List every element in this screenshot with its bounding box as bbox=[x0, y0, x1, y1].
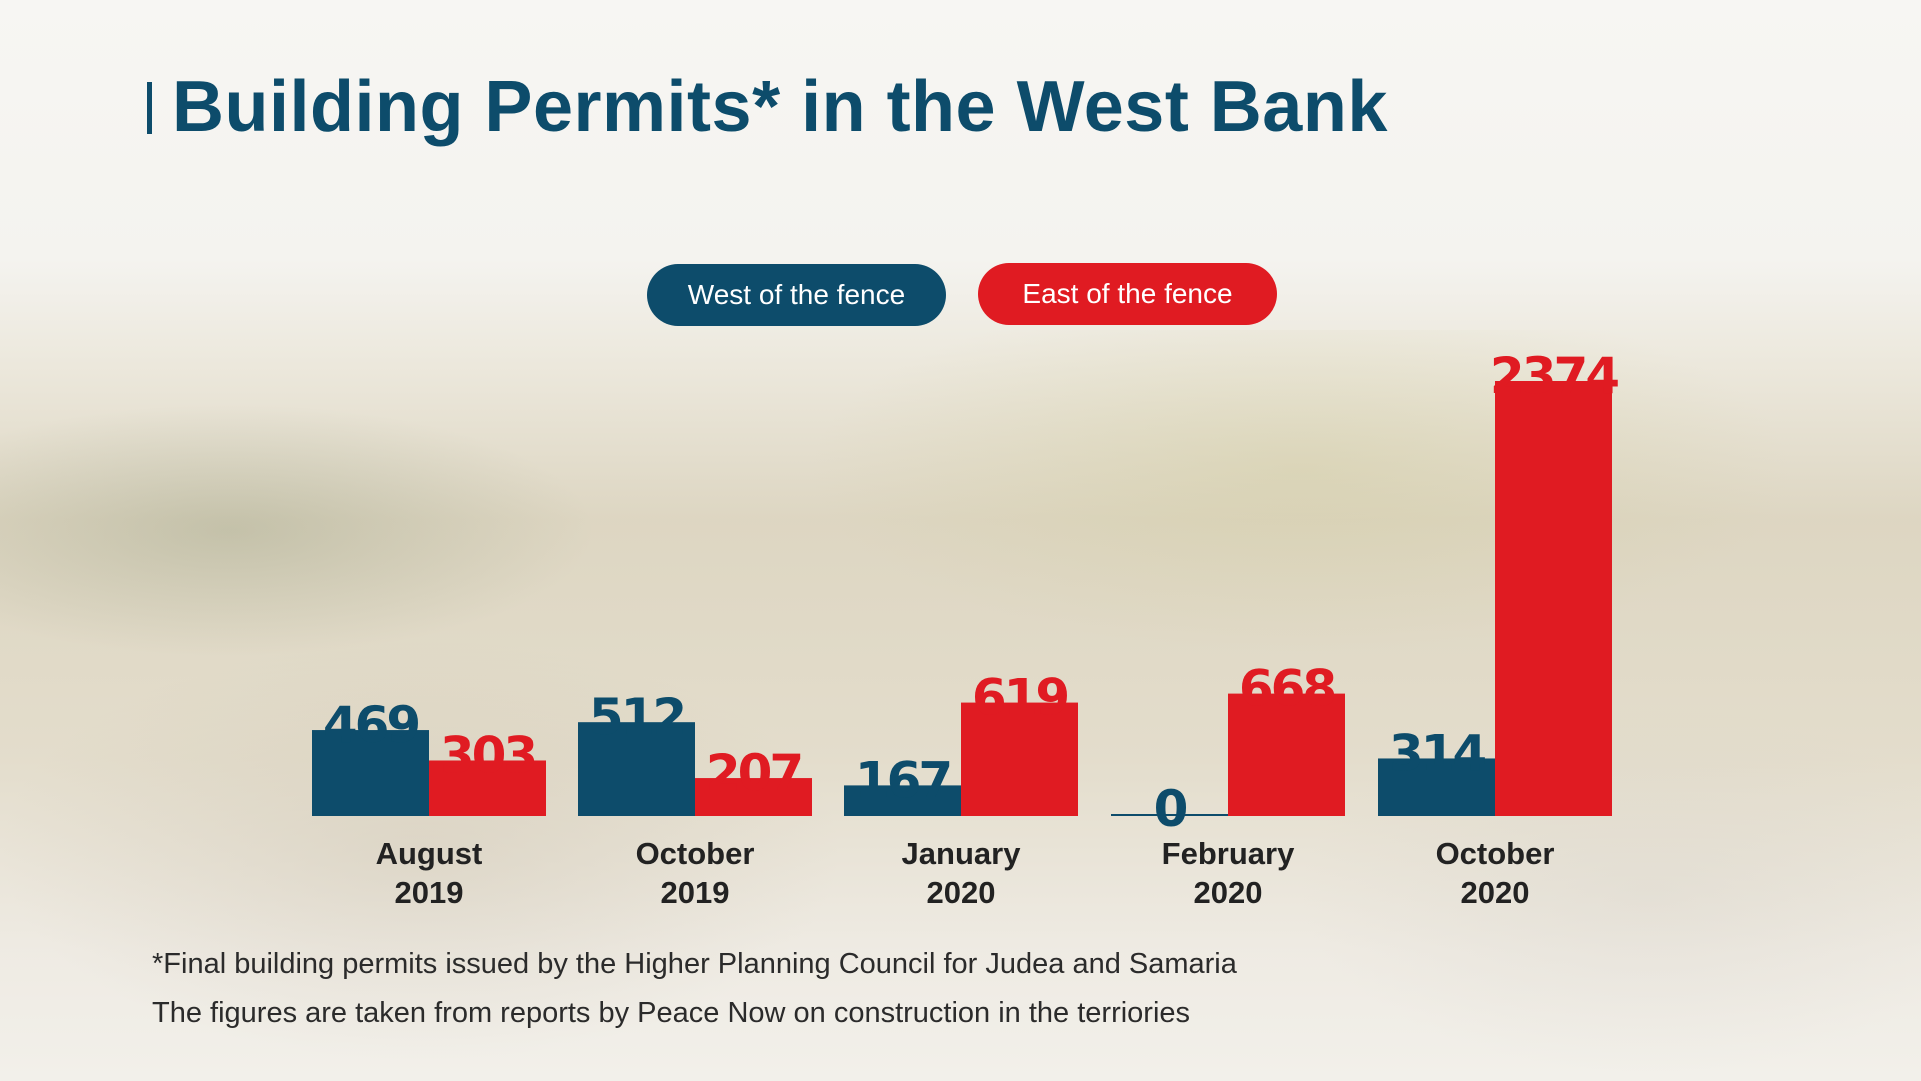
value-label-west-0: 469 bbox=[323, 696, 419, 754]
value-label-east-1: 207 bbox=[706, 744, 801, 802]
bar-west-1 bbox=[578, 722, 695, 816]
bar-west-2 bbox=[844, 785, 961, 816]
page-title: Building Permits* in the West Bank bbox=[172, 67, 1388, 147]
category-label-1-line-1: 2019 bbox=[661, 875, 730, 910]
footnote-source: The figures are taken from reports by Pe… bbox=[152, 997, 1191, 1029]
bar-east-4 bbox=[1495, 381, 1612, 816]
legend-west-of-fence: West of the fence bbox=[647, 264, 946, 326]
category-label-0-line-0: August bbox=[376, 836, 483, 871]
title-accent-bar bbox=[147, 82, 152, 134]
value-label-east-2: 619 bbox=[972, 669, 1068, 727]
value-label-west-4: 314 bbox=[1389, 724, 1486, 782]
value-label-east-3: 668 bbox=[1239, 660, 1335, 718]
bar-east-1 bbox=[695, 778, 812, 816]
legend-east-of-fence: East of the fence bbox=[978, 263, 1277, 325]
bar-west-4 bbox=[1378, 758, 1495, 816]
value-label-west-1: 512 bbox=[589, 688, 684, 746]
footnote-definition: *Final building permits issued by the Hi… bbox=[152, 948, 1237, 980]
category-label-4-line-1: 2020 bbox=[1461, 875, 1530, 910]
category-label-3-line-1: 2020 bbox=[1194, 875, 1263, 910]
category-label-2-line-1: 2020 bbox=[927, 875, 996, 910]
category-label-1-line-0: October bbox=[636, 836, 755, 871]
value-label-west-2: 167 bbox=[855, 751, 950, 809]
bar-east-2 bbox=[961, 702, 1078, 816]
value-label-east-0: 303 bbox=[440, 726, 535, 784]
category-label-0-line-1: 2019 bbox=[395, 875, 464, 910]
bar-east-3 bbox=[1228, 693, 1345, 816]
bar-east-0 bbox=[429, 760, 546, 816]
bar-west-0 bbox=[312, 730, 429, 816]
value-label-west-3: 0 bbox=[1154, 780, 1187, 838]
category-label-2-line-0: January bbox=[902, 836, 1022, 871]
value-label-east-4: 2374 bbox=[1490, 347, 1618, 405]
category-label-4-line-0: October bbox=[1436, 836, 1555, 871]
category-label-3-line-0: February bbox=[1162, 836, 1295, 871]
bar-west-3 bbox=[1111, 814, 1228, 816]
